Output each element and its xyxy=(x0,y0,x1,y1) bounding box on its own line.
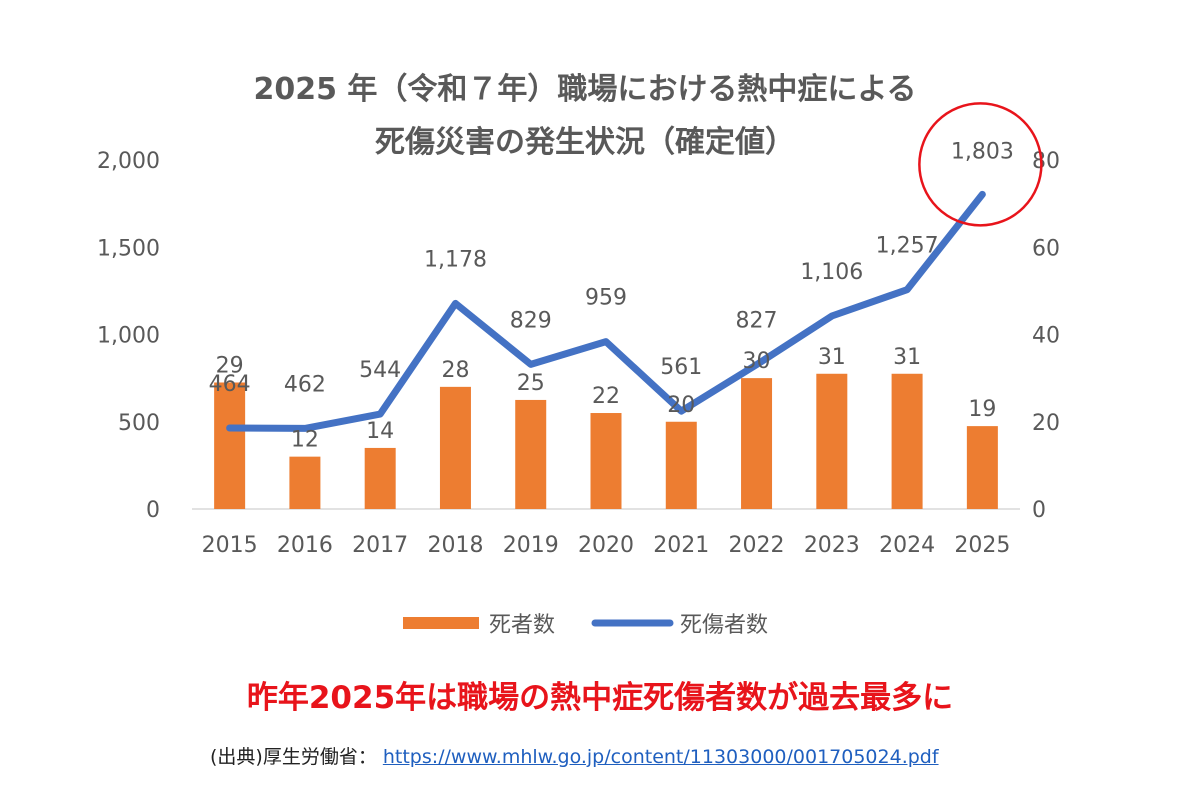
highlight-circle xyxy=(918,102,1043,227)
source-link[interactable]: https://www.mhlw.go.jp/content/11303000/… xyxy=(382,746,939,768)
legend-swatch-deaths xyxy=(403,617,479,629)
line-data-label: 561 xyxy=(660,355,702,380)
right-axis-tick-label: 60 xyxy=(1032,236,1060,261)
bar-deaths xyxy=(590,413,622,509)
chart-title-line1: 2025 年（令和７年）職場における熱中症による xyxy=(253,72,917,107)
bar-deaths xyxy=(214,382,246,509)
bar-data-label: 20 xyxy=(667,393,695,418)
line-casualties xyxy=(226,190,986,432)
line-data-label: 829 xyxy=(510,308,552,333)
x-axis-tick-label: 2017 xyxy=(352,533,408,558)
x-axis-tick-label: 2018 xyxy=(427,533,483,558)
bar-data-label: 19 xyxy=(968,397,996,422)
right-axis-tick-label: 0 xyxy=(1032,498,1046,523)
bar-data-label: 30 xyxy=(743,349,771,374)
line-data-label: 1,803 xyxy=(951,139,1014,164)
bar-data-label: 25 xyxy=(517,371,545,396)
x-axis-tick-label: 2020 xyxy=(578,533,634,558)
right-axis-tick-label: 80 xyxy=(1032,149,1060,174)
bar-data-label: 31 xyxy=(893,345,921,370)
bar-deaths xyxy=(515,399,547,509)
legend-label-deaths: 死者数 xyxy=(489,613,555,638)
source-citation: (出典)厚生労働省： https://www.mhlw.go.jp/content… xyxy=(210,742,939,769)
line-data-label: 827 xyxy=(736,309,778,334)
combo-chart: 0 500 1,000 1,500 2,000 0 20 40 60 80 2015 2016 2017… xyxy=(97,102,1060,638)
bar-deaths xyxy=(816,373,848,509)
x-axis-tick-label: 2015 xyxy=(202,533,258,558)
bar-data-label: 22 xyxy=(592,384,620,409)
line-data-label: 464 xyxy=(209,372,251,397)
source-label: (出典)厚生労働省： xyxy=(210,746,377,768)
line-data-label: 1,257 xyxy=(876,234,939,259)
x-axis-tick-label: 2016 xyxy=(277,533,333,558)
bar-deaths xyxy=(289,456,321,509)
bar-deaths xyxy=(439,386,471,509)
x-axis-tick-label: 2022 xyxy=(729,533,785,558)
line-data-label: 1,178 xyxy=(424,247,487,272)
bar-deaths xyxy=(665,421,697,509)
line-data-label: 1,106 xyxy=(800,260,863,285)
left-axis-tick-label: 2,000 xyxy=(97,149,160,174)
legend-label-casualties: 死傷者数 xyxy=(680,613,768,638)
x-axis-tick-label: 2024 xyxy=(879,533,935,558)
line-data-label: 959 xyxy=(585,286,627,311)
x-axis-tick-label: 2019 xyxy=(503,533,559,558)
left-axis-tick-label: 0 xyxy=(146,498,160,523)
bar-data-label: 14 xyxy=(366,419,394,444)
headline: 昨年2025年は職場の熱中症死傷者数が過去最多に xyxy=(246,680,954,716)
left-axis-tick-label: 1,000 xyxy=(97,324,160,349)
bar-data-label: 29 xyxy=(216,353,244,378)
bar-data-label: 12 xyxy=(291,428,319,453)
line-data-label: 544 xyxy=(359,358,401,383)
bar-data-label: 31 xyxy=(818,345,846,370)
line-data-label: 462 xyxy=(284,372,326,397)
right-axis-tick-label: 20 xyxy=(1032,411,1060,436)
left-axis-tick-label: 1,500 xyxy=(97,236,160,261)
bar-deaths xyxy=(966,426,998,509)
right-axis-tick-label: 40 xyxy=(1032,324,1060,349)
bar-deaths xyxy=(741,378,773,509)
bar-data-label: 28 xyxy=(441,358,469,383)
x-axis-tick-label: 2023 xyxy=(804,533,860,558)
chart-title-line2: 死傷災害の発生状況（確定値） xyxy=(375,125,795,160)
left-axis-tick-label: 500 xyxy=(118,411,160,436)
x-axis-tick-label: 2025 xyxy=(954,533,1010,558)
x-axis-tick-label: 2021 xyxy=(653,533,709,558)
bar-deaths xyxy=(891,373,923,509)
bar-deaths xyxy=(364,447,396,509)
